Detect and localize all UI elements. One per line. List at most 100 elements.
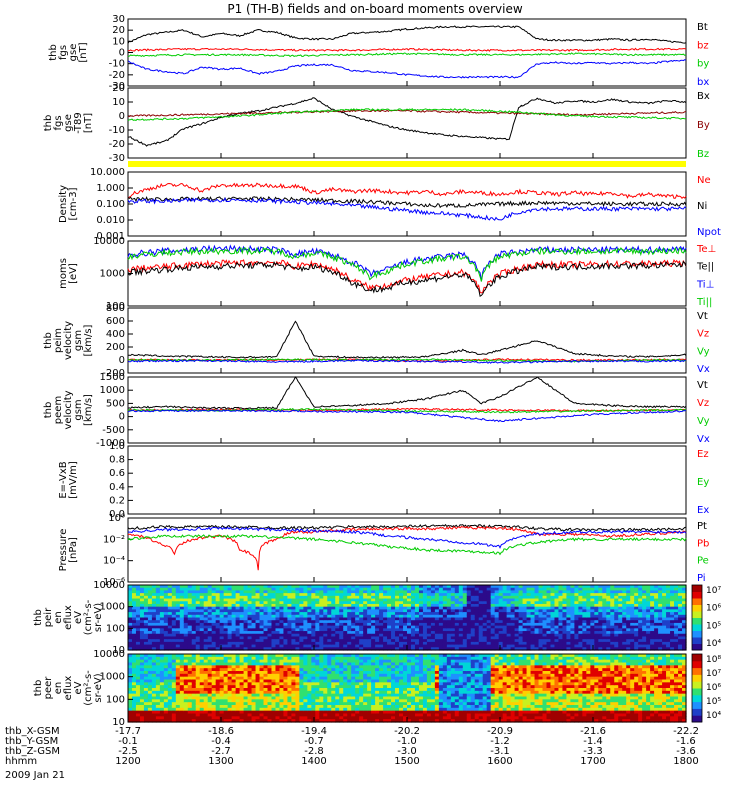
y-tick-label: 20 (112, 83, 125, 94)
y-axis-label: E=-VxB[mV/m] (58, 461, 79, 499)
legend-entry: by (697, 59, 709, 70)
series-line (128, 409, 686, 413)
y-tick-label: 0.4 (109, 482, 125, 493)
y-axis-label-line: sr-eV) (93, 603, 104, 632)
y-tick-label: 10⁻⁴ (103, 556, 125, 567)
colorbar-segment (692, 611, 702, 618)
colorbar-segment (692, 637, 702, 644)
y-tick-label: -500 (102, 425, 125, 436)
legend-entry: Bx (697, 91, 710, 102)
y-axis-label: Pressure[nPa] (58, 529, 79, 572)
colorbar-segment (692, 631, 702, 638)
series-line (128, 197, 686, 208)
yellow-status-bar (128, 161, 686, 167)
legend-entry: Ne (697, 175, 711, 186)
legend-entry: Bz (697, 149, 709, 160)
y-tick-label: 0.8 (109, 455, 125, 466)
y-tick-label: 1.0 (109, 441, 125, 452)
y-axis-label-line: [cm-3] (68, 187, 79, 220)
colorbar-segment (692, 605, 702, 612)
legend-entry: Pe (697, 556, 709, 567)
y-axis-label-line: [eV] (68, 263, 79, 284)
y-tick-label: 0.2 (109, 495, 125, 506)
y-axis-label-line: [mV/m] (68, 461, 79, 499)
series-line (128, 60, 686, 78)
legend-entry: Ez (697, 449, 709, 460)
legend-entry: bx (697, 77, 709, 88)
panel-3: 10.0001.0000.1000.0100.001Density[cm-3]N… (58, 167, 721, 242)
y-tick-label: -20 (109, 139, 125, 150)
legend-entry: Pt (697, 521, 707, 532)
y-tick-label: 400 (106, 329, 125, 340)
y-tick-label: 0.010 (96, 215, 125, 226)
y-tick-label: 0.6 (109, 468, 125, 479)
legend-entry: Te|| (696, 262, 714, 273)
colorbar-segment (692, 618, 702, 625)
series-line (128, 198, 686, 220)
legend-entry: Vt (697, 311, 708, 322)
legend-entry: Pi (697, 573, 706, 584)
panel-frame (128, 88, 686, 158)
y-tick-label: 100 (106, 623, 125, 634)
legend-entry: Ex (697, 505, 709, 516)
y-tick-label: 30 (112, 14, 125, 25)
colorbar-segment (692, 644, 702, 651)
y-tick-label: 10⁻² (103, 534, 125, 545)
panel-frame (128, 446, 686, 514)
plot-title: P1 (TH-B) fields and on-board moments ov… (227, 2, 523, 16)
legend-entry: By (697, 120, 710, 131)
series-line (128, 98, 686, 146)
legend-entry: Bt (697, 22, 708, 33)
y-axis-label: Density[cm-3] (58, 185, 79, 223)
series-line (128, 321, 686, 358)
y-tick-label: 600 (106, 316, 125, 327)
series-line (128, 26, 686, 43)
y-axis-label-line: [nPa] (68, 537, 79, 563)
y-tick-label: 1000 (100, 269, 125, 280)
y-tick-label: -10 (109, 125, 125, 136)
panel-frame (128, 19, 686, 86)
legend-entry: Ti|| (696, 297, 712, 308)
series-line (128, 53, 686, 57)
y-tick-label: -20 (109, 70, 125, 81)
y-tick-label: -10 (109, 59, 125, 70)
y-tick-label: 200 (106, 342, 125, 353)
series-line (128, 110, 686, 117)
series-line (128, 48, 686, 51)
colorbar-segment (692, 598, 702, 605)
series-line (128, 262, 686, 297)
y-tick-label: 10 (112, 36, 125, 47)
legend-entry: Vy (697, 416, 710, 427)
y-tick-label: 10.000 (90, 167, 125, 178)
y-tick-label: -30 (109, 153, 125, 164)
colorbar-segment (692, 592, 702, 599)
series-line (128, 377, 686, 409)
y-tick-label: 0 (119, 412, 125, 423)
colorbar-segment (692, 624, 702, 631)
legend-entry: Ti⊥ (696, 279, 714, 290)
legend-entry: Vx (697, 434, 710, 445)
legend-entry: Pb (697, 538, 709, 549)
y-tick-label: 10000 (93, 236, 125, 247)
colorbar-segment (692, 585, 702, 592)
y-tick-label: 10000 (93, 580, 125, 591)
y-tick-label: 0.100 (96, 199, 125, 210)
y-tick-label: 0 (119, 111, 125, 122)
y-tick-label: 10⁰ (108, 513, 125, 524)
y-axis-label: moms[eV] (58, 258, 79, 289)
legend-entry: Te⊥ (696, 244, 716, 255)
series-line (128, 183, 686, 198)
series-line (128, 535, 686, 555)
legend-entry: Vt (697, 380, 708, 391)
